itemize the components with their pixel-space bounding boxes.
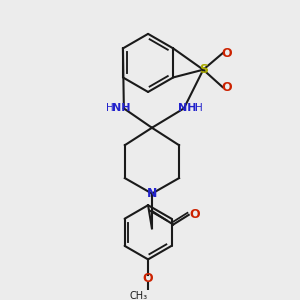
Text: H: H	[196, 103, 203, 113]
Text: CH₃: CH₃	[129, 291, 147, 300]
Text: O: O	[143, 272, 153, 285]
Text: O: O	[221, 47, 232, 60]
Text: NH: NH	[178, 103, 196, 113]
Text: O: O	[189, 208, 200, 221]
Text: H: H	[106, 103, 114, 113]
Text: N: N	[147, 187, 157, 200]
Text: O: O	[221, 81, 232, 94]
Text: NH: NH	[112, 103, 130, 113]
Text: S: S	[199, 63, 208, 76]
